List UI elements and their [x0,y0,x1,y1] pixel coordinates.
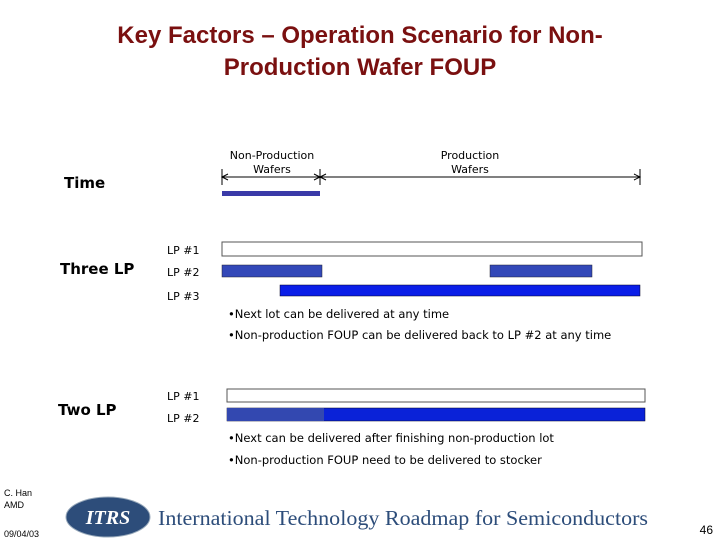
phase-label: Production [441,149,500,162]
logo-mark [65,496,151,538]
lane [227,408,324,421]
title: Production Wafer FOUP [224,54,496,81]
lane [279,284,641,297]
logo-mark-text: ITRS [85,507,130,529]
title: Key Factors – Operation Scenario for Non… [117,22,602,49]
port-label: LP #1 [167,390,199,403]
lane [221,264,323,278]
company: AMD [4,500,25,510]
note: •Next can be delivered after finishing n… [228,431,554,445]
lane [221,241,643,257]
note: •Next lot can be delivered at any time [228,307,449,321]
note: •Non-production FOUP can be delivered ba… [228,328,611,342]
timeline-arrow [220,169,642,185]
port-label: LP #3 [167,290,199,303]
row-label: Three LP [60,260,134,278]
author: C. Han [4,488,32,498]
phase-label: Wafers [451,163,489,176]
port-label: LP #2 [167,266,199,279]
logo-text: International Technology Roadmap for Sem… [158,506,648,530]
port-label: LP #2 [167,412,199,425]
lane [226,388,646,403]
lane [489,264,593,278]
phase-label: Non-Production [230,149,314,162]
row-label: Time [64,174,105,192]
time-bar [222,191,320,196]
row-label: Two LP [58,401,117,419]
note: •Non-production FOUP need to be delivere… [228,453,542,467]
port-label: LP #1 [167,244,199,257]
phase-label: Wafers [253,163,291,176]
page-number: 46 [700,523,714,537]
date: 09/04/03 [4,529,39,539]
